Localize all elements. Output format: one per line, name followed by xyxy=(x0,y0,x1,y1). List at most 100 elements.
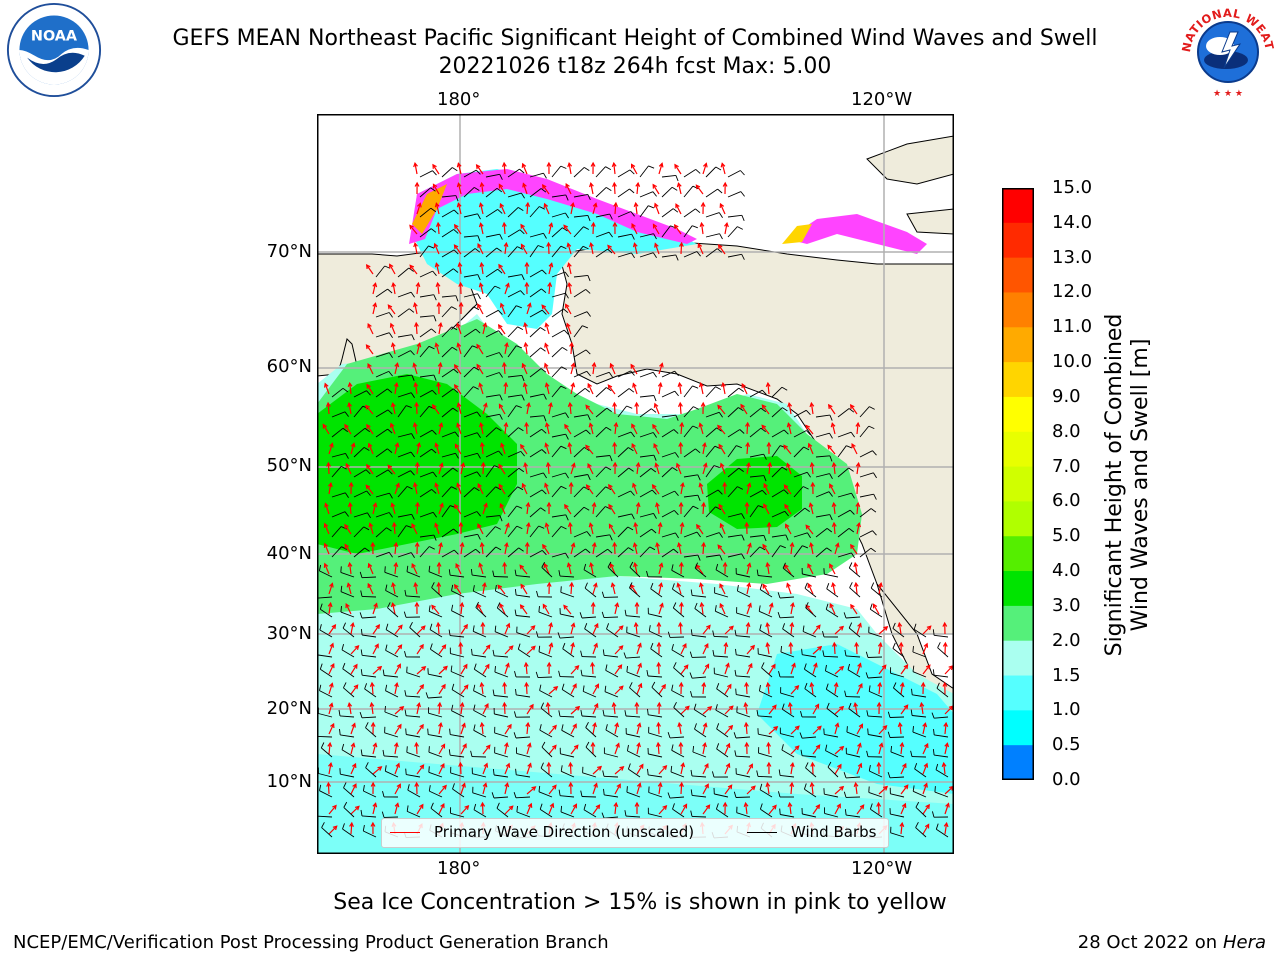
wave-direction-arrowhead xyxy=(722,181,728,187)
wave-direction-arrowhead xyxy=(525,721,531,727)
wind-barb-flag xyxy=(630,370,635,376)
wave-direction-arrowhead xyxy=(502,681,508,687)
wind-barb-flag xyxy=(756,709,759,716)
wave-direction-arrow xyxy=(350,443,355,455)
wave-direction-arrowhead xyxy=(551,784,557,790)
wave-direction-arrow xyxy=(432,184,440,195)
wave-direction-arrowhead xyxy=(704,642,709,649)
wind-barb xyxy=(937,647,949,658)
wind-barb-flag xyxy=(675,254,679,261)
wind-barb-flag xyxy=(492,768,495,776)
wind-barb xyxy=(362,654,377,658)
wind-barb-flag xyxy=(499,174,503,180)
wind-barb-flag xyxy=(603,788,605,795)
wave-direction-arrowhead xyxy=(347,561,353,568)
wave-direction-arrow xyxy=(416,703,420,715)
wave-direction-arrow xyxy=(367,323,374,335)
wind-barb xyxy=(802,736,817,739)
wind-barb-flag xyxy=(360,749,363,756)
wind-barb xyxy=(551,292,566,298)
wind-barb xyxy=(375,370,389,378)
wave-direction-arrowhead xyxy=(695,184,701,190)
wave-direction-arrowhead xyxy=(717,404,723,410)
wave-direction-arrowhead xyxy=(397,644,403,650)
wind-barb-flag xyxy=(404,690,407,697)
wind-barb xyxy=(450,812,465,818)
wind-barb-flag xyxy=(537,245,544,249)
wind-barb-flag xyxy=(431,389,437,395)
wave-direction-arrow xyxy=(680,483,684,495)
wave-direction-arrowhead xyxy=(485,744,491,750)
wave-direction-arrowhead xyxy=(530,625,536,631)
wave-direction-swatch xyxy=(390,832,420,833)
sea-ice-note: Sea Ice Concentration > 15% is shown in … xyxy=(333,890,947,915)
wave-direction-arrow xyxy=(456,323,462,335)
wind-barb-flag xyxy=(497,309,503,315)
wave-direction-arrowhead xyxy=(463,684,469,690)
wind-barb-flag xyxy=(806,472,811,478)
wave-direction-arrow xyxy=(568,283,572,295)
wind-barb-flag xyxy=(781,744,784,751)
wave-direction-arrow xyxy=(526,503,529,515)
wave-direction-arrowhead xyxy=(639,763,644,769)
wind-barb-flag xyxy=(711,771,715,778)
wind-barb xyxy=(639,252,654,258)
wave-direction-arrowhead xyxy=(477,303,482,309)
wave-direction-arrowhead xyxy=(590,221,596,227)
wind-barb xyxy=(913,629,927,638)
wind-barb-flag xyxy=(605,724,608,731)
wave-direction-arrow xyxy=(482,763,488,775)
wind-barb xyxy=(757,715,773,718)
wind-barb-flag xyxy=(759,783,763,790)
wind-barb xyxy=(859,425,870,438)
wind-barb-flag xyxy=(778,769,781,776)
lat-label-60n: 60°N xyxy=(266,356,312,377)
wave-direction-arrowhead xyxy=(592,721,597,728)
wave-direction-arrowhead xyxy=(831,501,837,508)
wind-barb xyxy=(671,749,685,758)
wave-direction-arrow xyxy=(809,503,814,515)
wave-direction-arrow xyxy=(520,224,528,235)
wind-barb xyxy=(319,629,333,638)
wind-barb-flag xyxy=(843,612,847,619)
wave-direction-arrowhead xyxy=(432,163,437,169)
wind-barb xyxy=(406,774,421,778)
wind-barb xyxy=(441,326,453,338)
wave-direction-arrowhead xyxy=(349,821,354,827)
wind-barb xyxy=(648,774,663,778)
wave-direction-arrow xyxy=(482,783,487,795)
wave-direction-arrowhead xyxy=(807,563,812,569)
wave-direction-arrowhead xyxy=(608,523,614,529)
wave-direction-arrowhead xyxy=(766,741,772,747)
wave-direction-arrow xyxy=(586,484,594,495)
wave-direction-arrowhead xyxy=(839,625,845,631)
wind-barb xyxy=(595,486,606,498)
wave-direction-arrow xyxy=(438,702,441,715)
wave-direction-arrow xyxy=(366,424,374,435)
wind-barb-flag xyxy=(541,561,545,568)
wave-direction-arrow xyxy=(482,703,489,715)
wave-direction-arrowhead xyxy=(789,621,795,628)
wind-barb xyxy=(450,671,465,678)
wind-barb-flag xyxy=(605,426,612,431)
wave-direction-arrow xyxy=(548,686,558,695)
wave-direction-arrow xyxy=(350,623,354,635)
wave-direction-arrow xyxy=(394,664,401,675)
wind-barb-flag xyxy=(342,662,346,669)
wave-direction-arrowhead xyxy=(613,801,619,808)
wave-direction-arrow xyxy=(328,703,333,715)
wave-direction-arrowhead xyxy=(656,661,662,667)
wave-direction-arrow xyxy=(349,383,352,395)
wind-barb xyxy=(793,532,808,538)
wind-barb-flag xyxy=(492,649,495,656)
wind-barb xyxy=(617,252,632,258)
wind-barb-flag xyxy=(692,225,698,229)
wind-barb-flag xyxy=(601,591,605,598)
wind-barb xyxy=(669,796,685,799)
wave-direction-arrowhead xyxy=(608,503,613,509)
wind-barb-flag xyxy=(671,186,678,191)
wind-barb-flag xyxy=(873,493,877,500)
wind-barb-flag xyxy=(675,175,679,182)
wave-direction-arrow xyxy=(922,804,930,815)
wind-barb xyxy=(639,432,654,438)
